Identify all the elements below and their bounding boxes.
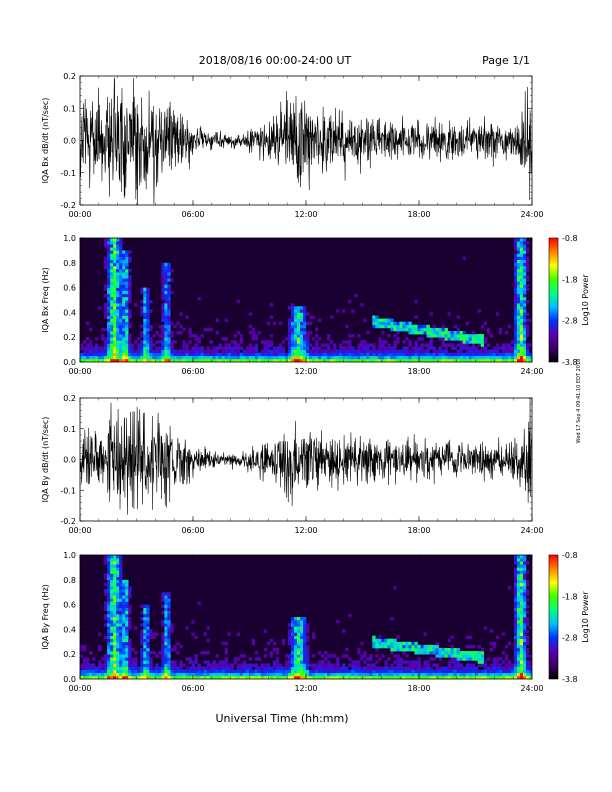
y-tick-label: 0.6 [63, 284, 76, 293]
colorbar-2: -0.8 -1.8 -2.8 -3.8 Log10 Power [548, 234, 590, 367]
y-tick-label: 0.2 [63, 394, 76, 403]
y-tick-label: 0.4 [63, 308, 76, 317]
x-tick-label: 24:00 [520, 210, 543, 219]
x-tick-label: 12:00 [294, 367, 317, 376]
colorbar-tick-label: -3.8 [562, 675, 578, 684]
y-tick-label: -0.2 [60, 517, 76, 526]
y-axis-label: IQA By dB/dt (nT/sec) [41, 417, 50, 503]
x-tick-label: 00:00 [68, 367, 91, 376]
colorbar-tick-label: -2.8 [562, 317, 578, 326]
y-tick-label: 0.2 [63, 650, 76, 659]
x-tick-label: 06:00 [181, 367, 204, 376]
y-tick-label: 1.0 [63, 551, 76, 560]
x-tick-label: 18:00 [407, 367, 430, 376]
colorbar-tick-label: -1.8 [562, 275, 578, 284]
figure-page-label: Page 1/1 [482, 54, 530, 67]
side-stamp: Wed 17 Sep 4 09:41:10 EDT 2018 [576, 359, 582, 444]
x-axis-label: Universal Time (hh:mm) [216, 712, 349, 725]
y-tick-label: 0.0 [63, 456, 76, 465]
y-tick-label: 0.1 [63, 425, 76, 434]
waveform-line-1 [80, 77, 532, 205]
x-tick-label: 24:00 [520, 684, 543, 693]
colorbar-label: Log10 Power [581, 274, 590, 326]
x-tick-label: 12:00 [294, 210, 317, 219]
y-tick-label: 0.0 [63, 137, 76, 146]
colorbar-tick-label: -1.8 [562, 592, 578, 601]
y-axis-label: IQA By Freq (Hz) [41, 584, 50, 650]
x-tick-label: 24:00 [520, 526, 543, 535]
x-tick-label: 12:00 [294, 684, 317, 693]
y-tick-label: -0.1 [60, 169, 76, 178]
x-tick-label: 12:00 [294, 526, 317, 535]
y-axis-label: IQA Bx Freq (Hz) [41, 267, 50, 333]
y-tick-label: 0.2 [63, 72, 76, 81]
y-tick-label: 0.0 [63, 675, 76, 684]
y-tick-label: 0.1 [63, 104, 76, 113]
x-tick-label: 00:00 [68, 684, 91, 693]
x-tick-label: 18:00 [407, 684, 430, 693]
x-tick-label: 06:00 [181, 684, 204, 693]
x-tick-label: 24:00 [520, 367, 543, 376]
y-tick-label: 0.0 [63, 358, 76, 367]
x-tick-label: 00:00 [68, 210, 91, 219]
x-tick-label: 00:00 [68, 526, 91, 535]
x-tick-label: 06:00 [181, 210, 204, 219]
y-tick-label: 1.0 [63, 234, 76, 243]
colorbar-tick-label: -2.8 [562, 634, 578, 643]
colorbar-4: -0.8 -1.8 -2.8 -3.8 Log10 Power [548, 551, 590, 684]
colorbar-tick-label: -3.8 [562, 358, 578, 367]
y-axis-label: IQA Bx dB/dt (nT/sec) [41, 98, 50, 184]
figure-date-range: 2018/08/16 00:00-24:00 UT [199, 54, 352, 67]
y-tick-label: 0.8 [63, 259, 76, 268]
spectrogram-2 [80, 238, 532, 362]
waveform-line-3 [80, 398, 532, 515]
y-tick-label: -0.1 [60, 486, 76, 495]
colorbar-tick-label: -0.8 [562, 234, 578, 243]
y-tick-label: 0.2 [63, 333, 76, 342]
y-tick-label: 0.6 [63, 601, 76, 610]
colorbar-tick-label: -0.8 [562, 551, 578, 560]
x-tick-label: 18:00 [407, 526, 430, 535]
panels: -0.2 -0.1 0.0 0.1 0.2 00:00 06:00 12:00 18:00 24:… [41, 72, 590, 693]
spectrogram-4 [80, 555, 532, 679]
x-tick-label: 06:00 [181, 526, 204, 535]
x-tick-label: 18:00 [407, 210, 430, 219]
y-tick-label: 0.8 [63, 576, 76, 585]
y-tick-label: 0.4 [63, 625, 76, 634]
colorbar-label: Log10 Power [581, 591, 590, 643]
y-tick-label: -0.2 [60, 201, 76, 210]
